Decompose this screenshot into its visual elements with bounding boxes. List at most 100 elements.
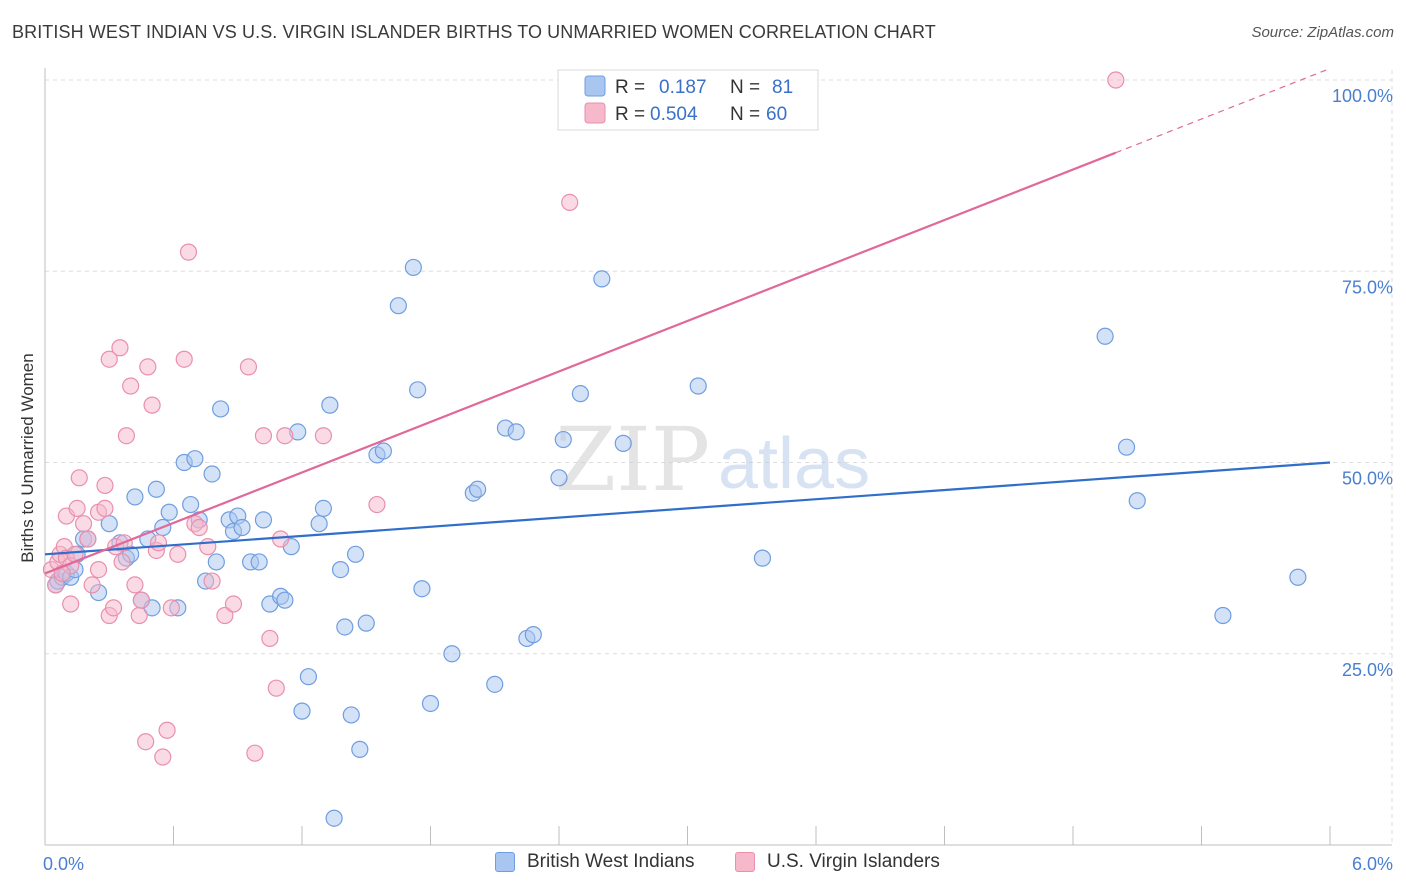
chart-title: BRITISH WEST INDIAN VS U.S. VIRGIN ISLAN… (12, 22, 936, 42)
point-british-west-indians (233, 518, 251, 537)
point-us-virgin-islanders (246, 744, 264, 762)
y-tick-label: 100.0% (1332, 86, 1393, 106)
watermark-zip: ZIP (555, 408, 710, 511)
point-british-west-indians (346, 545, 365, 563)
point-british-west-indians (413, 580, 431, 598)
point-british-west-indians (357, 614, 375, 632)
point-british-west-indians (250, 553, 268, 571)
legend-r-value-1: 0.187 (659, 77, 707, 98)
trendline-us-virgin-islanders-extension (1115, 67, 1331, 154)
point-british-west-indians (486, 675, 504, 693)
point-british-west-indians (421, 694, 440, 713)
point-us-virgin-islanders (314, 427, 333, 445)
point-british-west-indians (331, 560, 350, 579)
point-british-west-indians (254, 511, 273, 529)
point-us-virgin-islanders (271, 530, 290, 548)
legend-r-label-1: R = (615, 77, 645, 98)
point-us-virgin-islanders (175, 350, 193, 368)
point-us-virgin-islanders (70, 469, 88, 487)
point-us-virgin-islanders (254, 427, 273, 445)
point-british-west-indians (314, 499, 333, 517)
point-british-west-indians (325, 809, 343, 827)
x-tick-label-max: 6.0% (1352, 854, 1393, 874)
point-us-virgin-islanders (96, 499, 114, 517)
point-british-west-indians (1128, 492, 1146, 510)
legend-swatch-blue (584, 75, 606, 97)
point-us-virgin-islanders (139, 358, 157, 376)
legend-swatch-us-virgin-islanders (735, 852, 755, 872)
point-british-west-indians (409, 381, 427, 399)
point-british-west-indians (374, 442, 392, 460)
point-british-west-indians (212, 400, 230, 418)
point-us-virgin-islanders (68, 499, 86, 517)
point-british-west-indians (593, 270, 611, 288)
point-british-west-indians (147, 480, 165, 498)
point-us-virgin-islanders (137, 733, 155, 751)
point-british-west-indians (404, 258, 422, 277)
point-us-virgin-islanders (74, 515, 93, 533)
point-us-virgin-islanders (216, 606, 234, 625)
point-us-virgin-islanders (179, 243, 198, 261)
series-legend: British West Indians U.S. Virgin Islande… (0, 851, 1406, 879)
point-british-west-indians (389, 297, 407, 315)
point-british-west-indians (554, 430, 572, 449)
point-us-virgin-islanders (130, 606, 148, 625)
point-us-virgin-islanders (62, 595, 80, 613)
point-us-virgin-islanders (162, 599, 180, 617)
point-us-virgin-islanders (190, 518, 208, 537)
point-british-west-indians (443, 645, 461, 663)
point-us-virgin-islanders (169, 545, 187, 563)
point-us-virgin-islanders (113, 553, 131, 571)
point-us-virgin-islanders (96, 476, 114, 495)
point-british-west-indians (351, 740, 369, 758)
point-us-virgin-islanders (79, 530, 97, 548)
point-british-west-indians (342, 706, 360, 724)
point-us-virgin-islanders (100, 350, 118, 368)
point-british-west-indians (507, 423, 525, 441)
point-british-west-indians (1214, 606, 1232, 625)
source-credit: Source: ZipAtlas.com (1251, 24, 1394, 41)
x-tick-label-min: 0.0% (43, 854, 84, 874)
legend-swatch-pink (584, 102, 606, 124)
point-us-virgin-islanders (154, 748, 172, 766)
point-british-west-indians (126, 488, 144, 506)
y-axis-label: Births to Unmarried Women (18, 353, 37, 562)
point-british-west-indians (203, 465, 221, 483)
point-british-west-indians (1289, 568, 1307, 586)
point-us-virgin-islanders (83, 576, 101, 594)
axes-layer (44, 68, 1392, 846)
point-us-virgin-islanders (143, 396, 161, 414)
y-tick-label: 25.0% (1342, 660, 1393, 680)
legend-n-value-2: 60 (766, 104, 787, 125)
legend-r-value-2: 0.504 (650, 104, 698, 125)
point-us-virgin-islanders (132, 591, 150, 609)
grid-layer (45, 70, 1393, 845)
y-tick-label: 75.0% (1342, 277, 1393, 297)
points-layer (42, 71, 1307, 827)
point-us-virgin-islanders (149, 534, 168, 552)
point-us-virgin-islanders (276, 427, 294, 445)
point-british-west-indians (321, 396, 339, 414)
legend-swatch-british-west-indians (495, 852, 515, 872)
point-us-virgin-islanders (122, 377, 140, 395)
point-us-virgin-islanders (158, 721, 176, 739)
legend-item-british-west-indians: British West Indians (495, 851, 695, 873)
legend-n-value-1: 81 (772, 77, 793, 98)
point-british-west-indians (310, 515, 328, 533)
trendline-british-west-indians (44, 461, 1331, 556)
legend-n-label-1: N = (730, 77, 760, 98)
point-british-west-indians (160, 503, 178, 521)
point-us-virgin-islanders (1107, 71, 1125, 89)
legend-n-label-2: N = (730, 104, 760, 125)
watermark-atlas: atlas (718, 424, 870, 504)
point-us-virgin-islanders (117, 427, 135, 445)
point-british-west-indians (571, 385, 590, 403)
point-british-west-indians (1096, 327, 1114, 345)
point-british-west-indians (186, 450, 204, 468)
point-british-west-indians (276, 591, 294, 609)
point-us-virgin-islanders (89, 560, 108, 579)
trendline-us-virgin-islanders (44, 151, 1117, 575)
legend-r-label-2: R = (615, 104, 645, 125)
point-british-west-indians (614, 434, 632, 452)
y-tick-label: 50.0% (1342, 469, 1393, 489)
